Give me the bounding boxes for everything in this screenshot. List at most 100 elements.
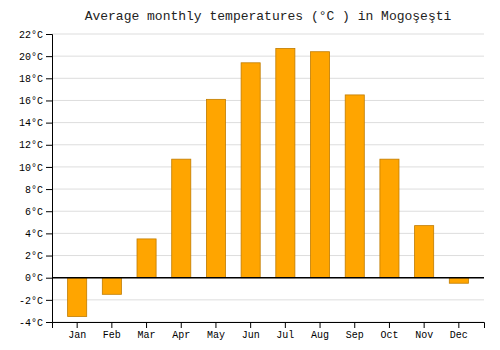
bar — [311, 52, 330, 278]
x-tick-label: Apr — [172, 330, 190, 341]
y-axis-line — [46, 35, 53, 323]
x-tick-label: Jul — [276, 330, 294, 341]
bar — [206, 99, 225, 277]
y-tick: 0°C — [25, 273, 52, 284]
y-tick: 10°C — [19, 163, 52, 174]
bar — [102, 278, 121, 295]
x-tick-mark — [424, 322, 425, 328]
x-tick-mark — [215, 322, 216, 328]
grid-line — [52, 78, 484, 79]
y-tick: -2°C — [19, 296, 52, 307]
y-tick-mark — [46, 322, 52, 323]
x-tick-label: Nov — [415, 330, 433, 341]
y-tick: -4°C — [19, 318, 52, 329]
plot: -4°C -2°C 0°C 2°C 4°C 6°C 8°C 10°C 12°C 14°C 16°C 1… — [19, 30, 485, 341]
y-tick-label: -4°C — [19, 318, 43, 329]
y-tick: 20°C — [19, 52, 52, 63]
x-tick: Sep — [346, 322, 364, 341]
x-tick-label: Feb — [103, 330, 121, 341]
y-tick: 8°C — [25, 185, 52, 196]
bar — [137, 239, 156, 278]
grid — [52, 34, 484, 322]
bar — [241, 63, 260, 278]
y-tick-mark — [46, 233, 52, 234]
x-tick-label: Dec — [450, 330, 468, 341]
x-tick: Nov — [415, 322, 433, 341]
y-tick-mark — [46, 123, 52, 124]
y-tick-mark — [46, 189, 52, 190]
y-tick: 6°C — [25, 207, 52, 218]
x-tick-label: Aug — [311, 330, 329, 341]
y-tick-label: 10°C — [19, 163, 43, 174]
y-tick: 14°C — [19, 118, 52, 129]
grid-line — [52, 299, 484, 300]
x-tick-mark — [111, 322, 112, 328]
y-tick-label: 20°C — [19, 52, 43, 63]
x-tick-mark — [250, 322, 251, 328]
x-tick-mark — [181, 322, 182, 328]
bar — [380, 159, 399, 278]
y-tick-mark — [46, 300, 52, 301]
y-tick-mark — [46, 145, 52, 146]
bars — [68, 48, 469, 316]
x-tick-mark — [458, 322, 459, 328]
grid-line — [52, 277, 484, 278]
x-tick-mark — [354, 322, 355, 328]
y-tick: 12°C — [19, 140, 52, 151]
bar — [276, 48, 295, 277]
y-tick-mark — [46, 78, 52, 79]
x-tick-mark — [285, 322, 286, 328]
x-tick-mark — [320, 322, 321, 328]
y-tick-label: 22°C — [19, 30, 43, 41]
grid-line — [52, 211, 484, 212]
title: Average monthly temperatures (°C ) in Mo… — [85, 9, 452, 24]
x-tick-label: Jun — [242, 330, 260, 341]
y-tick-mark — [46, 56, 52, 57]
x-axis: Jan Feb Mar Apr May Jun Jul Aug Sep Oct Nov Dec — [53, 322, 485, 341]
y-tick-label: 16°C — [19, 96, 43, 107]
bar — [449, 278, 468, 284]
y-tick: 2°C — [25, 251, 52, 262]
y-tick-label: 18°C — [19, 74, 43, 85]
y-tick: 4°C — [25, 229, 52, 240]
bar — [68, 278, 87, 317]
x-tick-label: Sep — [346, 330, 364, 341]
chart: Average monthly temperatures (°C ) in Mo… — [0, 0, 500, 350]
y-tick: 18°C — [19, 74, 52, 85]
grid-line — [52, 34, 484, 35]
x-tick-label: May — [207, 330, 225, 341]
grid-line — [52, 122, 484, 123]
x-tick: Jun — [242, 322, 260, 341]
y-tick-mark — [46, 34, 52, 35]
x-tick: Oct — [380, 322, 398, 341]
bar — [172, 159, 191, 278]
x-tick: May — [207, 322, 225, 341]
x-tick: Mar — [138, 322, 156, 341]
y-tick-label: 2°C — [25, 251, 43, 262]
x-tick-mark — [146, 322, 147, 328]
grid-line — [52, 56, 484, 57]
bar — [345, 95, 364, 278]
y-tick: 22°C — [19, 30, 52, 41]
y-tick-label: 4°C — [25, 229, 43, 240]
y-tick-label: 8°C — [25, 185, 43, 196]
zero-line — [52, 277, 484, 279]
y-axis: -4°C -2°C 0°C 2°C 4°C 6°C 8°C 10°C 12°C 14°C 16°C 1… — [19, 30, 53, 329]
x-tick: Apr — [172, 322, 190, 341]
y-tick-mark — [46, 100, 52, 101]
x-tick-mark — [77, 322, 78, 328]
x-tick: Dec — [450, 322, 468, 341]
grid-line — [52, 166, 484, 167]
grid-line — [52, 100, 484, 101]
y-tick-mark — [46, 167, 52, 168]
x-tick: Aug — [311, 322, 329, 341]
y-tick-label: 14°C — [19, 118, 43, 129]
grid-line — [52, 144, 484, 145]
grid-line — [52, 189, 484, 190]
y-tick-label: 0°C — [25, 273, 43, 284]
y-tick-mark — [46, 278, 52, 279]
x-tick: Jan — [68, 322, 86, 341]
y-tick-label: 12°C — [19, 140, 43, 151]
y-tick-label: 6°C — [25, 207, 43, 218]
y-tick-mark — [46, 211, 52, 212]
